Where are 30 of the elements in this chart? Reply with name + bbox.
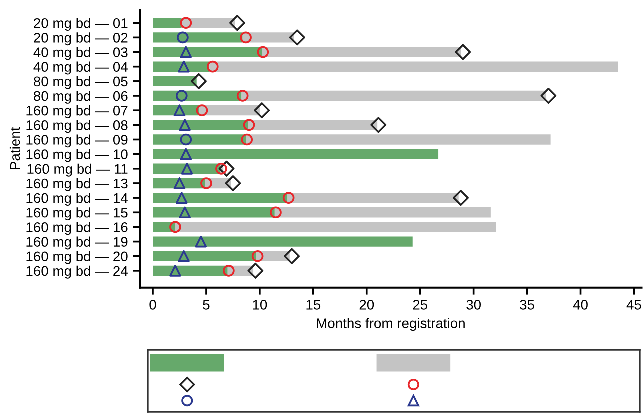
x-tick-label: 25 bbox=[413, 300, 428, 310]
x-tick-label: 0 bbox=[150, 300, 156, 310]
y-tick-label: 160 mg bd — 07 bbox=[26, 106, 128, 118]
y-tick-label: 160 mg bd — 13 bbox=[26, 178, 128, 192]
y-tick-label: 80 mg bd — 05 bbox=[34, 76, 128, 90]
y-tick-label: 160 mg bd — 11 bbox=[28, 164, 128, 177]
x-tick-label: 35 bbox=[520, 300, 534, 310]
y-tick-label: 40 mg bd — 03 bbox=[34, 47, 128, 60]
y-tick-label: 20 mg bd — 01 bbox=[34, 18, 128, 32]
y-tick-label: 160 mg bd — 09 bbox=[26, 134, 128, 148]
y-tick-label: 40 mg bd — 04 bbox=[34, 62, 128, 75]
x-tick-label: 40 bbox=[573, 300, 588, 310]
y-tick-label: 160 mg bd — 15 bbox=[26, 208, 128, 221]
y-tick-label: 160 mg bd — 14 bbox=[26, 193, 128, 206]
x-tick-label: 45 bbox=[626, 300, 642, 310]
y-tick-label: 160 mg bd — 16 bbox=[26, 222, 128, 236]
x-tick-label: 5 bbox=[203, 300, 210, 310]
y-tick-label: 160 mg bd — 24 bbox=[26, 266, 128, 279]
y-tick-label: 20 mg bd — 02 bbox=[34, 32, 128, 46]
y-tick-label: 160 mg bd — 19 bbox=[26, 236, 128, 250]
y-tick-label: 160 mg bd — 10 bbox=[26, 149, 128, 162]
x-axis-title: Months from registration bbox=[317, 318, 465, 332]
y-axis-title: Patient bbox=[10, 127, 20, 170]
x-tick-label: 20 bbox=[360, 300, 374, 310]
x-tick-label: 10 bbox=[253, 300, 268, 310]
x-tick-label: 30 bbox=[466, 300, 482, 310]
y-tick-label: 160 mg bd — 08 bbox=[26, 120, 128, 134]
x-tick-label: 15 bbox=[306, 300, 321, 310]
y-tick-label: 80 mg bd — 06 bbox=[34, 90, 128, 104]
y-tick-label: 160 mg bd — 20 bbox=[26, 251, 128, 264]
